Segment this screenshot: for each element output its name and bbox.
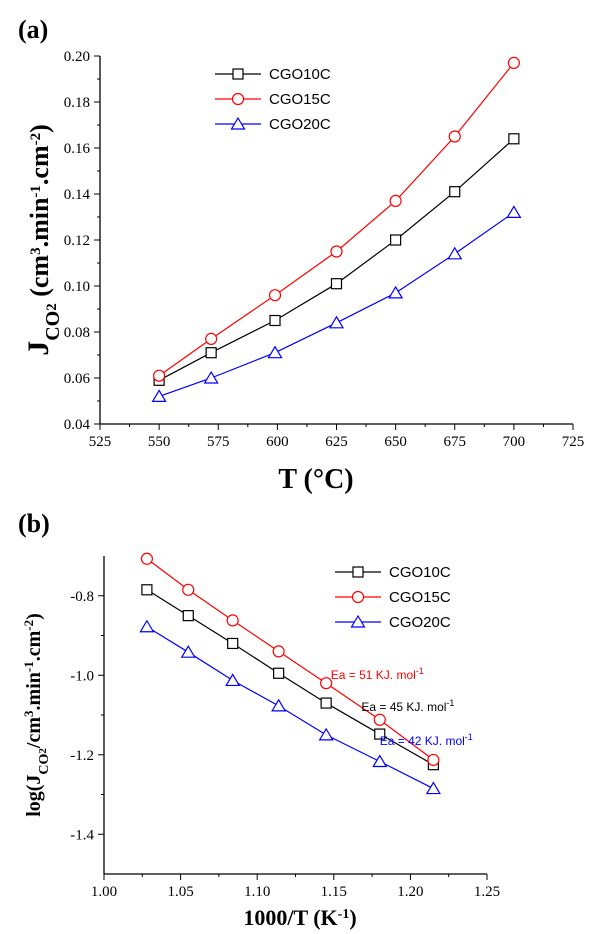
x-tick-label: 1.10 [244,884,270,900]
legend: CGO10C CGO15C CGO20C [215,66,331,133]
legend-marker-cgo15c [231,92,245,106]
x-tick-label: 725 [562,434,585,450]
data-point-cgo10c [330,278,343,290]
data-point-cgo20c [328,315,345,329]
activation-energy-annotation: Ea = 42 KJ. mol-1 [380,732,473,748]
panel-label: (b) [18,509,50,538]
y-tick-label: 0.20 [64,49,90,65]
data-point-cgo20c [203,370,219,384]
panel-label: (a) [18,15,48,44]
series-line-cgo20c [158,211,515,397]
x-tick-label: 1.05 [167,884,193,900]
legend-label-cgo20c: CGO20C [389,614,451,631]
data-point-cgo20c [151,389,167,402]
data-point-cgo20c [388,285,404,299]
data-point-cgo20c [447,246,463,260]
data-point-cgo15c [153,369,166,382]
legend-marker-cgo15c [351,590,365,604]
data-point-cgo15c [507,56,520,70]
y-tick-label: 0.06 [64,371,91,387]
data-point-cgo10c [320,697,332,709]
data-point-cgo10c [141,584,153,596]
data-point-cgo20c [267,345,283,359]
x-tick-label: 1.15 [321,884,347,900]
data-point-cgo15c [427,753,440,767]
activation-energy-annotation: Ea = 45 KJ. mol-1 [361,698,454,714]
data-point-cgo10c [390,234,402,246]
data-point-cgo10c [273,667,285,679]
y-tick-label: 0.10 [64,279,90,295]
data-point-cgo20c [506,205,522,218]
activation-energy-annotation: Ea = 51 KJ. mol-1 [331,666,424,682]
x-tick-label: 550 [148,434,171,450]
chart-panel-b: 1.00 1.05 1.10 1.15 1.20 1.25 -0.8 -1.0 -1.2 -1.4… [18,509,500,930]
data-point-cgo15c [373,713,386,726]
x-tick-label: 650 [384,434,407,450]
data-point-cgo20c [372,754,388,768]
data-point-cgo10c [182,610,194,622]
legend-marker-cgo20c [350,614,366,628]
series-line-cgo15c [158,62,515,377]
data-point-cgo10c [227,637,239,650]
legend: CGO10C CGO15C CGO20C [335,564,451,631]
data-point-cgo10c [449,186,461,198]
legend-label-cgo15c: CGO15C [389,589,451,606]
data-point-cgo15c [448,130,461,143]
x-tick-label: 1.00 [91,884,117,900]
y-tick-label: -0.8 [70,589,94,605]
x-tick-label: 700 [503,434,526,450]
x-tick-label: 600 [266,434,289,450]
y-tick-label: 0.14 [64,187,91,203]
chart-panel-a: 525 550 575 600 625 650 675 700 725 0.04 0.06 0.08 0… [18,15,584,495]
data-point-cgo15c [320,677,333,690]
data-point-cgo20c [271,698,287,712]
data-point-cgo15c [268,289,282,302]
data-point-cgo10c [269,314,281,327]
legend-label-cgo10c: CGO10C [269,66,331,83]
legend-marker-cgo20c [230,116,246,130]
x-tick-label: 575 [207,434,230,450]
y-tick-label: -1.0 [70,668,94,684]
data-point-cgo15c [205,332,218,345]
data-point-cgo15c [182,583,195,596]
y-tick-label: 0.18 [64,95,90,111]
data-point-cgo10c [205,347,217,359]
y-axis-label: JCO2 (cm3.min-1.cm-2) [22,124,64,356]
y-tick-label: 0.12 [64,233,90,249]
x-axis-label: 1000/T (K-1) [243,905,356,930]
legend-label-cgo10c: CGO10C [389,564,451,581]
data-point-cgo15c [140,552,153,565]
data-point-cgo20c [139,619,155,633]
x-tick-label: 625 [325,434,348,450]
legend-marker-cgo10c [352,566,364,578]
data-point-cgo20c [225,673,241,687]
data-point-cgo15c [389,194,402,207]
data-point-cgo15c [272,645,285,658]
data-point-cgo20c [318,727,334,741]
x-tick-label: 1.25 [474,884,500,900]
x-tick-label: 525 [89,434,112,450]
y-tick-label: 0.16 [64,141,91,157]
data-point-cgo10c [374,728,386,740]
data-point-cgo20c [425,781,441,795]
data-point-cgo10c [508,133,520,145]
y-tick-label: -1.4 [70,827,94,843]
y-axis-label: log(JCO2/cm3.min-1.cm-2) [21,613,52,817]
y-tick-label: -1.2 [70,748,94,764]
legend-marker-cgo10c [232,68,244,80]
legend-label-cgo20c: CGO20C [269,116,331,133]
x-axis-label: T (°C) [278,464,353,495]
legend-label-cgo15c: CGO15C [269,91,331,108]
x-tick-label: 675 [444,434,467,450]
data-point-cgo20c [180,645,196,658]
data-point-cgo15c [330,245,343,258]
y-tick-label: 0.04 [64,417,91,433]
y-tick-label: 0.08 [64,325,90,341]
x-tick-label: 1.20 [397,884,423,900]
data-point-cgo15c [226,614,239,627]
